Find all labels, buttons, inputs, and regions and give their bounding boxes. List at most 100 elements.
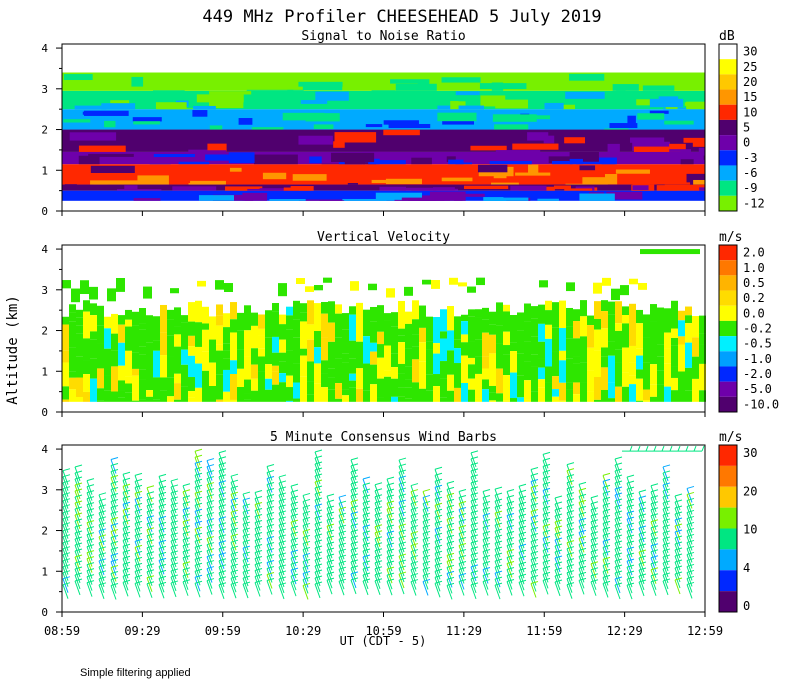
wind-barb	[110, 505, 119, 522]
wind-barb	[326, 541, 335, 559]
wind-barb	[602, 544, 611, 562]
wind-barb	[182, 513, 191, 530]
wind-barb	[134, 544, 143, 562]
velocity-cell	[650, 321, 657, 349]
velocity-cell	[608, 301, 615, 315]
wind-barb	[62, 546, 71, 563]
wind-barb	[110, 565, 119, 582]
wind-barb	[362, 554, 371, 572]
velocity-cell	[636, 323, 643, 349]
wind-barb	[470, 462, 479, 480]
wind-barb	[674, 565, 683, 583]
wind-barb	[686, 569, 695, 587]
wind-barb	[362, 506, 371, 524]
wind-barb	[650, 561, 659, 578]
wind-barb	[422, 536, 431, 554]
wind-barb	[578, 577, 587, 595]
wind-barb	[326, 517, 335, 535]
panel-2: Vertical Velocity01234m/s2.01.00.50.20.0…	[41, 230, 779, 419]
velocity-cell	[97, 368, 104, 389]
velocity-cell	[356, 302, 363, 318]
wind-barb	[170, 568, 179, 586]
wind-barb	[398, 499, 407, 517]
velocity-cell	[195, 363, 202, 388]
velocity-cell	[293, 319, 300, 338]
wind-barb	[446, 480, 455, 498]
velocity-cell	[475, 309, 482, 318]
wind-barb	[134, 562, 143, 580]
wind-barb	[314, 503, 323, 521]
wind-barb	[410, 519, 419, 536]
wind-barb	[434, 514, 443, 532]
panel-1: Signal to Noise Ratio01234dB302520151050…	[41, 29, 764, 218]
wind-barb	[470, 468, 479, 486]
velocity-cell	[209, 362, 216, 387]
colorbar-segment	[719, 290, 737, 306]
velocity-cell	[657, 344, 664, 357]
wind-barb	[74, 578, 83, 596]
wind-barb	[278, 564, 287, 582]
wind-barb	[506, 572, 515, 590]
velocity-cell	[370, 364, 377, 385]
wind-barb	[626, 510, 635, 528]
wind-barb	[410, 507, 419, 524]
wind-barb	[458, 573, 467, 590]
wind-barb	[326, 499, 335, 517]
velocity-cell	[422, 279, 431, 285]
colorbar-segment	[719, 135, 737, 151]
wind-barb	[254, 568, 263, 585]
wind-barb	[614, 558, 623, 576]
wind-barb	[518, 543, 527, 561]
wind-barb	[410, 513, 419, 530]
wind-barb	[410, 549, 419, 566]
wind-barb	[518, 573, 527, 591]
wind-barb	[638, 543, 647, 561]
wind-barb	[230, 557, 239, 575]
wind-barb	[314, 485, 323, 503]
snr-cell	[437, 105, 485, 110]
wind-barb	[134, 538, 143, 556]
x-tick-label: 11:59	[526, 624, 562, 638]
wind-barb	[362, 536, 371, 554]
wind-barb	[338, 578, 347, 596]
snr-cell	[636, 99, 658, 106]
wind-barb	[530, 569, 539, 586]
wind-barb	[230, 503, 239, 521]
velocity-cell	[307, 361, 314, 382]
wind-barb	[74, 512, 83, 530]
velocity-cell	[202, 351, 209, 371]
snr-cell	[607, 143, 620, 152]
wind-barb	[446, 552, 455, 570]
wind-barb	[686, 527, 695, 545]
wind-barb	[674, 559, 683, 577]
velocity-cell	[559, 360, 566, 383]
wind-barb	[494, 522, 503, 540]
snr-cell	[699, 187, 705, 191]
wind-barb	[182, 495, 191, 512]
wind-barb	[158, 557, 167, 575]
wind-barb	[278, 504, 287, 522]
velocity-cell	[468, 316, 475, 342]
velocity-cell	[244, 393, 251, 400]
wind-barb	[254, 574, 263, 591]
wind-barb	[386, 482, 395, 500]
wind-barb	[134, 520, 143, 538]
velocity-cell	[146, 390, 153, 397]
wind-barb	[458, 561, 467, 578]
wind-barb	[398, 511, 407, 529]
velocity-cell	[90, 331, 97, 340]
velocity-cell	[461, 342, 468, 356]
colorbar-label: 0	[743, 136, 750, 150]
colorbar-segment	[719, 180, 737, 196]
velocity-cell	[489, 400, 496, 402]
wind-barb	[626, 582, 635, 600]
wind-barb	[614, 480, 623, 498]
wind-barb	[230, 479, 239, 497]
velocity-cell	[587, 315, 594, 326]
wind-barb	[122, 543, 131, 561]
wind-barb	[290, 525, 299, 543]
velocity-cell	[524, 380, 531, 400]
wind-barb	[62, 468, 71, 485]
velocity-cell	[398, 342, 405, 364]
wind-barb	[230, 569, 239, 587]
